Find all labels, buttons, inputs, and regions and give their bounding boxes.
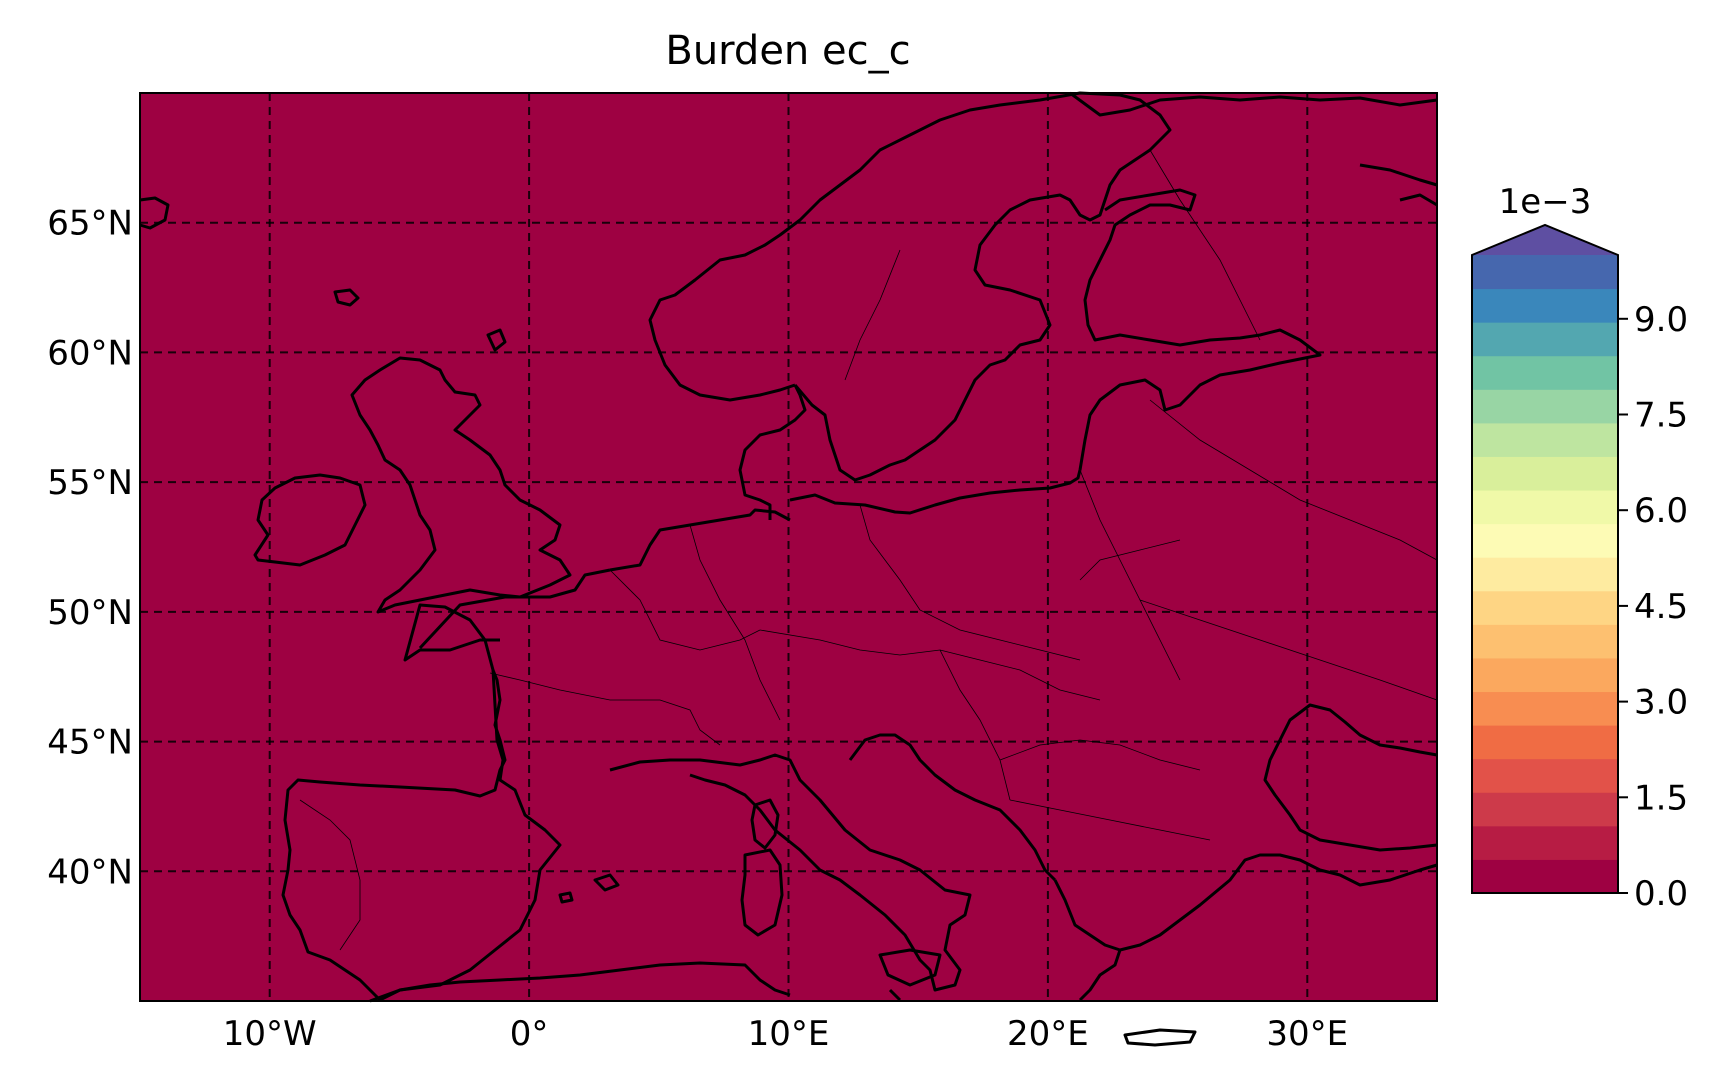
y-tick-label: 65°N [47,204,133,244]
gridlines [140,93,1437,1001]
colorbar-band [1472,557,1618,592]
x-tick-label: 20°E [1007,1014,1089,1054]
x-axis-ticks: 10°W 0° 10°E 20°E 30°E [223,1014,1348,1054]
map-title: Burden ec_c [665,28,910,74]
coast-adriatic [848,733,1057,882]
coast-africa [369,961,902,1003]
y-tick-label: 60°N [47,333,133,373]
colorbar-band [1472,624,1618,659]
y-axis-ticks: 65°N 60°N 55°N 50°N 45°N 40°N [47,204,133,893]
coast-finland [1078,188,1322,471]
coast-corsica [750,798,780,850]
coast-france [403,568,611,671]
colorbar-tick-label: 1.5 [1634,778,1688,818]
map-panel [139,91,1438,1047]
colorbar-extend-triangle [1472,225,1618,255]
coast-north-sea [609,384,807,572]
coast-greece [1053,853,1438,1002]
country-borders [299,149,1438,951]
colorbar-band [1472,859,1618,894]
coast-scandinavia [648,91,1172,482]
colorbar-band [1472,389,1618,424]
coast-shetland [486,328,507,352]
x-tick-label: 10°E [748,1014,830,1054]
colorbar-tick-label: 9.0 [1634,300,1688,340]
coastlines [139,91,1438,1047]
y-tick-label: 50°N [47,593,133,633]
colorbar-band [1472,691,1618,726]
colorbar-tick-label: 7.5 [1634,396,1688,436]
colorbar-band [1472,657,1618,693]
colorbar-band [1472,322,1618,357]
colorbar-tick-label: 3.0 [1634,683,1688,723]
colorbar-band [1472,758,1618,793]
coast-iceland [139,196,170,230]
colorbar-band [1472,355,1618,390]
x-tick-label: 10°W [223,1014,317,1054]
coast-balearics [558,873,620,904]
coast-ireland [253,473,367,567]
colorbar-band [1472,792,1618,827]
y-tick-label: 40°N [47,852,133,892]
coast-sicily [878,948,942,987]
colorbar-band [1472,523,1618,558]
colorbar-band [1472,725,1618,760]
coast-iberia [281,668,562,1002]
colorbar-band [1472,422,1618,457]
coast-black-sea [1263,703,1438,852]
coast-great-britain [350,356,572,614]
colorbar-bands [1472,225,1618,894]
colorbar-tick-label: 4.5 [1634,587,1688,627]
colorbar: 1e−3 0.0 1.5 3.0 4.5 6.0 7.5 9.0 [1471,182,1688,914]
colorbar-band [1472,590,1618,625]
map-frame [139,92,1438,1002]
coast-italy [609,753,972,992]
x-tick-label: 0° [510,1014,549,1054]
coast-sardinia [740,848,784,937]
coast-crete [1123,1028,1197,1047]
y-tick-label: 45°N [47,723,133,763]
colorbar-exponent-label: 1e−3 [1499,182,1592,222]
coast-north-cape [1069,91,1438,117]
colorbar-tick-label: 0.0 [1634,874,1688,914]
colorbar-outline [1471,223,1619,894]
colorbar-band [1472,825,1618,860]
colorbar-band [1472,490,1618,525]
coast-kola [1359,163,1438,207]
colorbar-band [1472,288,1618,323]
colorbar-band [1472,456,1618,491]
x-tick-label: 30°E [1266,1014,1348,1054]
colorbar-band [1472,255,1618,290]
y-tick-label: 55°N [47,463,133,503]
colorbar-tick-label: 6.0 [1634,491,1688,531]
coast-baltic-south [789,469,1082,515]
coast-faroe [333,288,360,307]
colorbar-ticks: 0.0 1.5 3.0 4.5 6.0 7.5 9.0 [1618,300,1688,914]
